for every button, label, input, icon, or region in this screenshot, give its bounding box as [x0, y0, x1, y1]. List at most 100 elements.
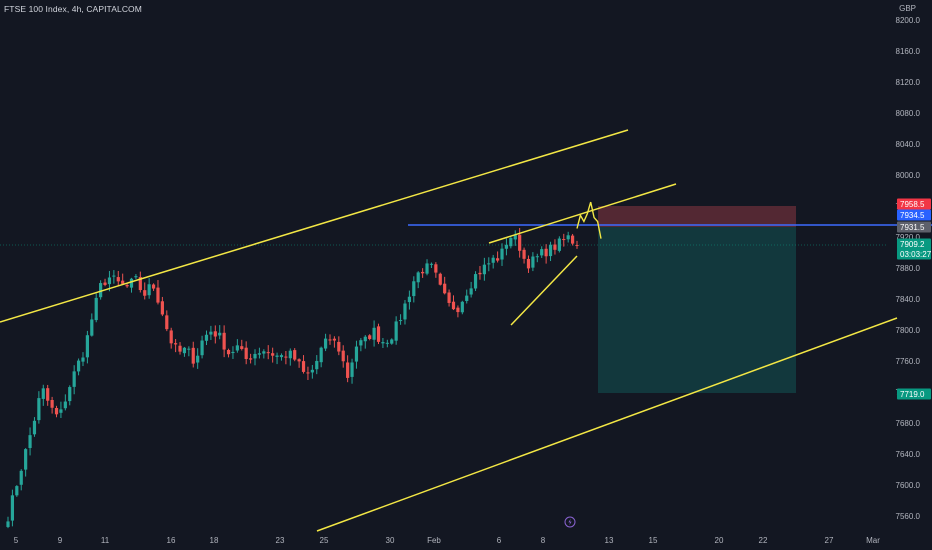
candle-body: [368, 335, 372, 339]
y-tick-label: 7760.0: [896, 357, 921, 366]
candle-body: [41, 388, 45, 399]
candle-body: [165, 315, 169, 330]
countdown-price-tag-label: 03:03:27: [900, 250, 932, 259]
candle-body: [244, 347, 248, 360]
x-tick-label: 18: [210, 536, 219, 545]
candle-body: [553, 244, 557, 250]
candle-body: [297, 359, 301, 362]
candle-body: [544, 248, 548, 257]
candle-body: [526, 258, 531, 269]
candle-body: [134, 276, 138, 278]
candle-body: [231, 351, 235, 354]
candle-body: [390, 339, 394, 344]
channel-lower-line[interactable]: [316, 317, 898, 532]
candle-body: [182, 347, 187, 354]
time-axis[interactable]: 5 9 11 16 18 23 25 30 Feb 6 8 13 15 20 22 27 Mar: [14, 536, 880, 545]
candle-body: [68, 387, 72, 402]
candles-group: [6, 228, 579, 529]
chart-title: FTSE 100 Index, 4h, CAPITALCOM: [4, 4, 142, 14]
candle-body: [178, 345, 182, 352]
x-tick-label: 15: [649, 536, 658, 545]
candle-body: [394, 321, 398, 341]
last-price-tag: [897, 238, 931, 250]
candle-body: [6, 521, 10, 527]
y-tick-label: 7680.0: [896, 419, 921, 428]
x-tick-label: 16: [167, 536, 176, 545]
candle-body: [504, 244, 509, 249]
candle-body: [416, 272, 420, 283]
candle-body: [301, 361, 306, 372]
candle-body: [310, 369, 314, 373]
x-tick-label: 30: [386, 536, 395, 545]
x-tick-label: 5: [14, 536, 19, 545]
candle-body: [125, 285, 129, 287]
stop-loss-zone[interactable]: [598, 206, 796, 227]
wedge-lower-line[interactable]: [510, 255, 578, 326]
candle-body: [204, 334, 209, 341]
candle-body: [438, 273, 442, 285]
candle-body: [15, 486, 19, 496]
y-tick-label: 8160.0: [896, 47, 921, 56]
candle-body: [156, 287, 160, 303]
x-tick-label: Feb: [427, 536, 441, 545]
candle-body: [522, 249, 526, 259]
candle-body: [548, 244, 553, 257]
y-tick-label: 7800.0: [896, 326, 921, 335]
candle-body: [460, 301, 464, 313]
projection-path[interactable]: [576, 201, 602, 239]
candle-body: [284, 356, 288, 358]
y-tick-label: 7920.0: [896, 233, 921, 242]
candle-body: [350, 362, 354, 377]
candle-body: [346, 362, 350, 378]
target-price-tag-label: 7719.0: [900, 390, 925, 399]
candle-body: [447, 292, 451, 303]
candle-body: [32, 420, 37, 435]
candle-body: [240, 346, 244, 349]
candle-body: [398, 320, 403, 322]
candle-body: [129, 278, 134, 288]
candle-body: [496, 258, 500, 261]
resistance-price-tag-label: 7934.5: [900, 211, 925, 220]
candle-body: [328, 339, 332, 341]
candle-body: [19, 470, 23, 485]
candle-body: [456, 307, 460, 313]
candle-body: [293, 350, 297, 360]
x-tick-label: 25: [320, 536, 329, 545]
candle-body: [112, 275, 116, 277]
candle-body: [557, 238, 561, 251]
y-tick-label: 8080.0: [896, 109, 921, 118]
y-tick-label: 7640.0: [896, 450, 921, 459]
y-tick-label: 8000.0: [896, 171, 921, 180]
candle-body: [279, 355, 284, 358]
candle-body: [513, 235, 517, 240]
wedge-upper-line[interactable]: [488, 183, 677, 244]
x-tick-label: 13: [605, 536, 614, 545]
replay-icon[interactable]: [564, 516, 576, 528]
y-tick-label: 8040.0: [896, 140, 921, 149]
candle-body: [46, 388, 50, 401]
candle-body: [385, 342, 389, 344]
x-tick-label: 22: [759, 536, 768, 545]
x-tick-label: Mar: [866, 536, 880, 545]
take-profit-zone[interactable]: [598, 227, 796, 393]
y-tick-label: 7840.0: [896, 295, 921, 304]
x-tick-label: 11: [101, 536, 110, 545]
channel-upper-line[interactable]: [0, 129, 629, 323]
y-tick-label: 8120.0: [896, 78, 921, 87]
candle-body: [381, 342, 385, 344]
x-tick-label: 23: [276, 536, 285, 545]
candle-body: [226, 349, 231, 355]
candle-body: [59, 409, 63, 413]
candle-body: [160, 301, 164, 315]
stop-price-tag-label: 7958.5: [900, 200, 925, 209]
candle-body: [332, 338, 337, 341]
x-tick-label: 27: [825, 536, 834, 545]
candle-body: [94, 297, 98, 321]
candle-body: [359, 340, 363, 346]
stop-price-tag: [897, 198, 931, 210]
candle-body: [425, 263, 429, 274]
candle-body: [376, 326, 381, 342]
entry-price-tag: [897, 221, 931, 233]
candle-body: [509, 237, 513, 247]
